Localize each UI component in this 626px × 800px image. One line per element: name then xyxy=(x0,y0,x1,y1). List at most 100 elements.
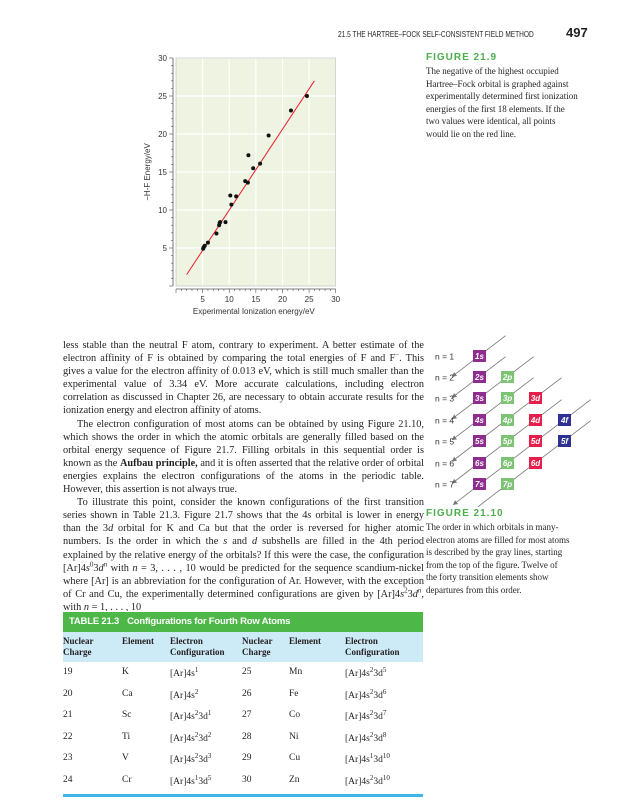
x-tick-label: 25 xyxy=(305,295,314,304)
orbital-label: 4s xyxy=(474,416,484,425)
shell-label: n = 2 xyxy=(435,373,454,383)
config-part: 2 xyxy=(207,730,212,739)
data-point xyxy=(251,166,256,171)
config-part: [Ar]4s xyxy=(345,690,370,701)
orbital-label: 5p xyxy=(503,437,512,446)
config-part: [Ar]4s xyxy=(170,669,195,679)
config-part: [Ar]4s xyxy=(345,755,370,765)
shell-label: n = 6 xyxy=(435,459,454,469)
header-line: Electron xyxy=(170,636,203,646)
caption-line: departures from this order. xyxy=(426,584,522,595)
filling-order-arrow xyxy=(451,377,534,441)
figure-21-9-caption-block: FIGURE 21.9 The negative of the highest … xyxy=(426,52,596,141)
text-run: 3 xyxy=(407,588,413,600)
data-point xyxy=(205,240,210,245)
text-run: 2 xyxy=(404,586,408,595)
orbital-label: 3s xyxy=(475,394,484,403)
orbital-label: 3d xyxy=(531,394,541,403)
table-cell: 23 xyxy=(63,753,73,763)
table-row: 22 Ti [Ar]4s23d2 28 Ni [Ar]4s23d8 xyxy=(63,727,423,749)
table-cell: Co xyxy=(289,710,301,720)
y-tick-label: 20 xyxy=(158,130,167,139)
orbital-box-2s xyxy=(473,371,486,383)
header-line: Electron xyxy=(345,636,378,646)
text-run: 0 xyxy=(89,560,94,569)
caption-line: The negative of the highest occupied xyxy=(426,66,559,76)
table-cell: Cu xyxy=(289,753,301,763)
table-cell: 25 xyxy=(242,667,252,677)
column-header: Nuclear Charge xyxy=(242,636,273,658)
text-run: 3 xyxy=(93,562,99,574)
data-point xyxy=(234,194,239,199)
table-body: 19 K [Ar]4s1 25 Mn [Ar]4s23d5 20 Ca [Ar]4s2 26 Fe[… xyxy=(63,662,423,791)
data-point xyxy=(228,193,233,198)
table-cell: 30 xyxy=(242,774,252,785)
data-point xyxy=(229,202,234,207)
config-part: 6 xyxy=(382,687,387,696)
orbital-box-5s xyxy=(473,435,486,447)
table-cell: Ni xyxy=(289,731,299,742)
orbital-box-6s xyxy=(473,457,486,469)
config-part: 2 xyxy=(369,730,374,739)
config-part: 3d xyxy=(198,776,208,787)
config-part: [Ar]4s xyxy=(345,712,370,722)
text-run: To illustrate this point, consider the k… xyxy=(63,497,424,522)
text-run: − xyxy=(395,350,400,359)
config-part: [Ar]4s xyxy=(170,690,195,701)
table-cell: [Ar]4s23d5 xyxy=(345,666,386,679)
data-point xyxy=(218,220,223,225)
orbital-box-3d xyxy=(529,392,542,404)
table-cell: [Ar]4s1 xyxy=(170,666,198,679)
config-part: 2 xyxy=(194,687,199,696)
data-point xyxy=(223,220,228,225)
filling-order-arrow xyxy=(451,356,534,420)
orbital-box-7p xyxy=(501,478,514,490)
orbital-label: 5d xyxy=(531,437,541,446)
config-part: 5 xyxy=(207,773,212,782)
x-tick-label: 15 xyxy=(251,295,260,304)
orbital-box-5d xyxy=(529,435,542,447)
config-part: 10 xyxy=(382,773,390,782)
table-bottom-rule xyxy=(63,794,423,797)
config-part: 8 xyxy=(382,730,387,739)
paragraph: To illustrate this point, consider the k… xyxy=(63,496,424,611)
orbital-box-4d xyxy=(529,414,542,426)
caption-line: two values were identical, all points xyxy=(426,116,556,127)
orbital-label: 4f xyxy=(560,416,569,425)
text-run: and it is often asserted that the relati… xyxy=(63,457,424,496)
orbital-label: 3p xyxy=(503,394,512,403)
paragraph: less stable than the neutral F atom, con… xyxy=(63,339,424,418)
orbital-label: 1s xyxy=(475,352,484,361)
orbital-box-5p xyxy=(501,435,514,447)
text-run: d xyxy=(252,536,258,548)
data-point xyxy=(266,133,271,138)
text-run: n xyxy=(417,586,422,595)
table-cell: Fe xyxy=(289,688,299,699)
caption-line: Hartree–Fock orbital is graphed against xyxy=(426,78,569,89)
orbital-box-5f xyxy=(558,435,571,447)
orbital-label: 6d xyxy=(531,459,541,468)
caption-line: energies of the first 18 elements. If th… xyxy=(426,103,565,114)
figure-21-10-caption-block: FIGURE 21.10 The order in which orbitals… xyxy=(426,508,606,597)
table-row: 24 Cr [Ar]4s13d5 30 Zn [Ar]4s23d10 xyxy=(63,770,423,792)
config-part: 3d xyxy=(373,733,383,744)
figure-21-9-chart: 5 10 15 20 25 30 5 10 15 20 25 30 Experimental Ioniz… xyxy=(143,54,341,316)
orbital-label: 6p xyxy=(503,459,512,468)
text-run: with xyxy=(107,562,133,574)
data-point xyxy=(245,180,250,185)
table-cell: Ti xyxy=(122,731,131,742)
caption-line: is described by the gray lines, starting xyxy=(426,547,563,558)
table-cell: 22 xyxy=(63,731,73,742)
text-run: and xyxy=(227,536,253,548)
shell-label: n = 1 xyxy=(435,352,454,362)
table-title: TABLE 21.3 Configurations for Fourth Row … xyxy=(63,612,423,632)
config-part: 3d xyxy=(198,712,208,722)
config-part: 2 xyxy=(194,751,199,760)
table-row: 20 Ca [Ar]4s2 26 Fe [Ar]4s23d6 xyxy=(63,684,423,706)
orbital-label: 7p xyxy=(503,480,512,489)
data-point xyxy=(202,243,207,248)
config-part: 10 xyxy=(382,751,390,760)
config-part: 3d xyxy=(373,755,383,765)
text-run: d xyxy=(98,562,104,574)
caption-line: the forty transition elements show xyxy=(426,572,549,583)
